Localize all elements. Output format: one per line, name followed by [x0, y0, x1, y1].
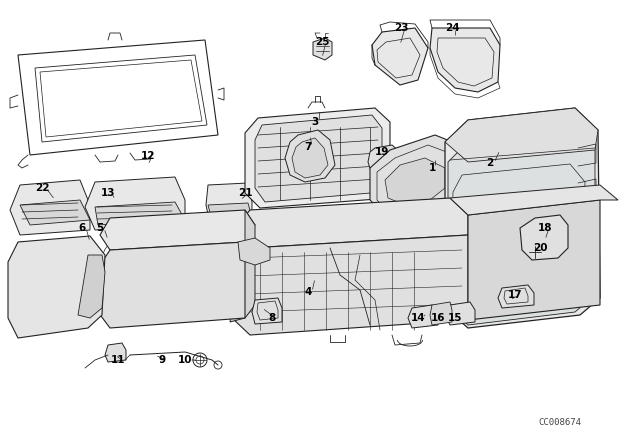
Polygon shape: [450, 185, 618, 215]
Text: 10: 10: [178, 355, 192, 365]
Text: CC008674: CC008674: [538, 418, 582, 426]
Polygon shape: [292, 138, 328, 178]
Text: 8: 8: [268, 313, 276, 323]
Text: 3: 3: [312, 117, 319, 127]
Polygon shape: [85, 177, 185, 230]
Polygon shape: [430, 302, 452, 325]
Polygon shape: [498, 285, 534, 308]
Text: 9: 9: [159, 355, 166, 365]
Text: 25: 25: [315, 37, 329, 47]
Polygon shape: [385, 158, 445, 205]
Polygon shape: [78, 255, 105, 318]
Text: 14: 14: [411, 313, 426, 323]
Text: 12: 12: [141, 151, 156, 161]
Text: 16: 16: [431, 313, 445, 323]
Text: 4: 4: [304, 287, 312, 297]
Polygon shape: [8, 236, 105, 338]
Polygon shape: [95, 202, 185, 225]
Polygon shape: [448, 130, 595, 325]
Text: 2: 2: [486, 158, 493, 168]
Polygon shape: [245, 108, 390, 208]
Text: 6: 6: [78, 223, 86, 233]
Text: 13: 13: [100, 188, 115, 198]
Text: 24: 24: [445, 23, 460, 33]
Text: 5: 5: [97, 223, 104, 233]
Polygon shape: [445, 108, 598, 162]
Polygon shape: [98, 242, 245, 328]
Text: 21: 21: [237, 188, 252, 198]
Polygon shape: [368, 145, 400, 178]
Text: 11: 11: [111, 355, 125, 365]
Polygon shape: [252, 298, 282, 324]
Text: 7: 7: [304, 142, 312, 152]
Polygon shape: [255, 115, 382, 202]
Polygon shape: [468, 200, 600, 320]
Text: 19: 19: [375, 147, 389, 157]
Polygon shape: [10, 180, 90, 235]
Polygon shape: [313, 38, 332, 60]
Polygon shape: [208, 203, 252, 220]
Polygon shape: [232, 235, 468, 335]
Polygon shape: [20, 200, 90, 225]
Polygon shape: [232, 198, 468, 248]
Polygon shape: [100, 210, 255, 250]
Text: 23: 23: [394, 23, 408, 33]
Polygon shape: [445, 108, 600, 328]
Text: 20: 20: [532, 243, 547, 253]
Polygon shape: [520, 215, 568, 260]
Text: 15: 15: [448, 313, 462, 323]
Polygon shape: [430, 28, 500, 92]
Polygon shape: [105, 343, 126, 362]
Polygon shape: [206, 183, 252, 224]
Polygon shape: [372, 28, 428, 85]
Polygon shape: [238, 238, 270, 265]
Text: 1: 1: [428, 163, 436, 173]
Polygon shape: [408, 305, 438, 328]
Text: 22: 22: [35, 183, 49, 193]
Polygon shape: [445, 302, 475, 325]
Polygon shape: [230, 210, 255, 322]
Text: 18: 18: [538, 223, 552, 233]
Polygon shape: [285, 130, 335, 182]
Polygon shape: [370, 135, 465, 225]
Text: 17: 17: [508, 290, 522, 300]
